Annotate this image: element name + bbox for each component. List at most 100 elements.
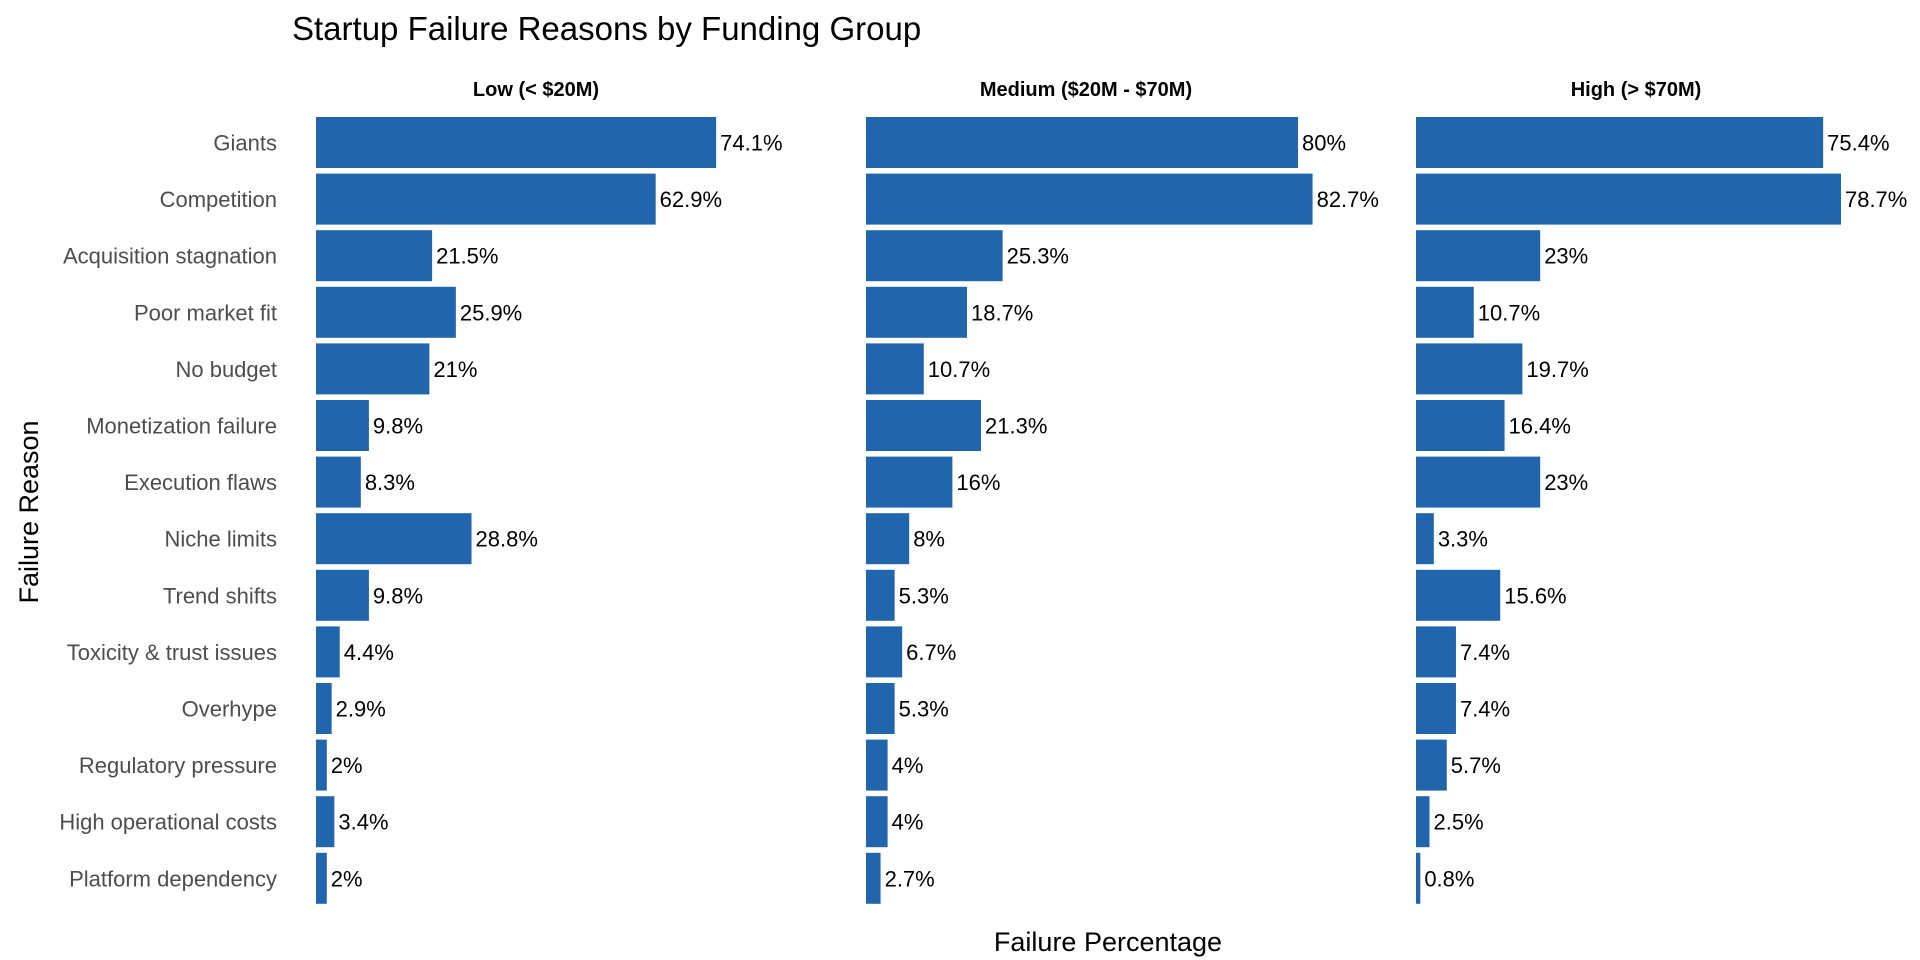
bar: [866, 456, 953, 508]
bar: [316, 400, 369, 451]
bar: [866, 230, 1003, 282]
category-label: No budget: [175, 357, 277, 382]
category-label: Competition: [160, 187, 277, 212]
bar: [866, 626, 903, 678]
bar: [1416, 456, 1541, 508]
category-label: Giants: [213, 131, 277, 156]
bar: [1416, 286, 1474, 338]
y-axis-title: Failure Reason: [14, 420, 44, 603]
facet-panels: Low (< $20M) 74.1% 62.9% 21.5% 25.9% 21% 9.8% 8…: [316, 79, 1907, 904]
data-label: 23%: [1544, 244, 1588, 269]
data-label: 2.9%: [336, 697, 386, 722]
category-labels: Giants Competition Acquisition stagnation P…: [59, 131, 277, 892]
data-label: 9.8%: [373, 583, 423, 608]
bar: [1416, 117, 1824, 168]
data-label: 2%: [331, 753, 363, 778]
bar: [316, 852, 327, 904]
data-label: 21.5%: [436, 244, 498, 269]
data-label: 3.3%: [1438, 527, 1488, 552]
data-label: 4%: [892, 753, 924, 778]
x-axis-title: Failure Percentage: [994, 927, 1222, 957]
data-label: 8%: [913, 527, 945, 552]
bar: [1416, 739, 1447, 791]
category-label: Niche limits: [165, 527, 277, 552]
bar: [1416, 230, 1541, 282]
bar: [866, 117, 1298, 168]
bar: [1416, 343, 1523, 395]
bar: [316, 626, 340, 678]
data-label: 4.4%: [344, 640, 394, 665]
category-label: Trend shifts: [163, 583, 277, 608]
data-label: 9.8%: [373, 414, 423, 439]
bar: [316, 683, 332, 734]
bar: [866, 513, 910, 565]
bar: [866, 173, 1313, 225]
data-label: 7.4%: [1460, 697, 1510, 722]
data-label: 80%: [1302, 131, 1346, 156]
chart-title: Startup Failure Reasons by Funding Group: [292, 10, 921, 47]
data-label: 6.7%: [906, 640, 956, 665]
data-label: 10.7%: [928, 357, 990, 382]
data-label: 7.4%: [1460, 640, 1510, 665]
bar: [316, 513, 472, 565]
category-label: Toxicity & trust issues: [67, 640, 277, 665]
data-label: 0.8%: [1424, 866, 1474, 891]
data-label: 25.3%: [1007, 244, 1069, 269]
bar: [1416, 513, 1434, 565]
data-label: 25.9%: [460, 300, 522, 325]
category-label: Platform dependency: [69, 866, 277, 891]
data-label: 2.7%: [885, 866, 935, 891]
data-label: 28.8%: [476, 527, 538, 552]
bar: [316, 117, 717, 168]
category-label: Poor market fit: [134, 300, 277, 325]
bar: [1416, 400, 1505, 451]
facet-title: Medium ($20M - $70M): [980, 79, 1192, 101]
facet-panel: Low (< $20M) 74.1% 62.9% 21.5% 25.9% 21% 9.8% 8…: [316, 79, 783, 904]
bar: [316, 230, 433, 282]
category-label: Monetization failure: [86, 414, 277, 439]
category-label: High operational costs: [59, 810, 277, 835]
data-label: 5.3%: [899, 583, 949, 608]
data-label: 21%: [433, 357, 477, 382]
data-label: 5.7%: [1451, 753, 1501, 778]
bar: [1416, 683, 1456, 734]
bar: [866, 796, 888, 848]
bar: [316, 173, 656, 225]
data-label: 2.5%: [1434, 810, 1484, 835]
facet-title: High (> $70M): [1571, 79, 1702, 101]
data-label: 4%: [892, 810, 924, 835]
data-label: 21.3%: [985, 414, 1047, 439]
facet-panel: High (> $70M) 75.4% 78.7% 23% 10.7% 19.7% 16.4…: [1416, 79, 1907, 904]
bar: [866, 286, 967, 338]
bar: [1416, 852, 1421, 904]
bar: [1416, 626, 1456, 678]
data-label: 78.7%: [1845, 187, 1907, 212]
data-label: 74.1%: [720, 131, 782, 156]
bar: [1416, 173, 1841, 225]
bar: [866, 400, 982, 451]
bar: [316, 286, 456, 338]
y-axis-title-group: Failure Reason: [14, 420, 44, 603]
data-label: 16%: [956, 470, 1000, 495]
category-label: Overhype: [182, 697, 277, 722]
data-label: 10.7%: [1478, 300, 1540, 325]
facet-panel: Medium ($20M - $70M) 80% 82.7% 25.3% 18.7% 10…: [866, 79, 1379, 904]
bar: [316, 343, 430, 395]
data-label: 3.4%: [338, 810, 388, 835]
bar: [866, 683, 895, 734]
bar: [1416, 796, 1430, 848]
bar: [316, 569, 369, 621]
data-label: 8.3%: [365, 470, 415, 495]
data-label: 23%: [1544, 470, 1588, 495]
bar: [866, 569, 895, 621]
category-label: Acquisition stagnation: [63, 244, 277, 269]
category-label: Execution flaws: [124, 470, 277, 495]
bar: [316, 456, 361, 508]
data-label: 19.7%: [1526, 357, 1588, 382]
facet-title: Low (< $20M): [473, 79, 599, 101]
bar: [316, 796, 335, 848]
data-label: 15.6%: [1504, 583, 1566, 608]
bar: [866, 343, 924, 395]
data-label: 5.3%: [899, 697, 949, 722]
